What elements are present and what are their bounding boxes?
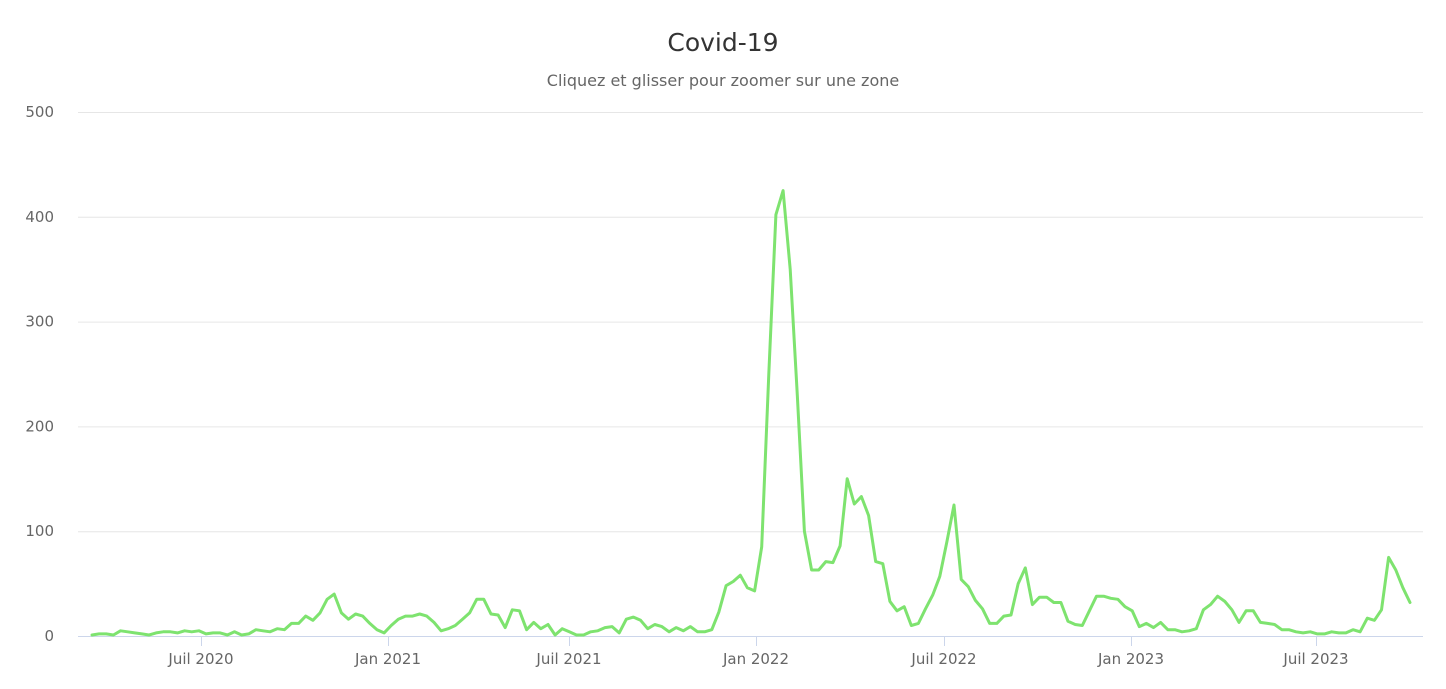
y-axis-labels: 0 100 200 300 400 500 xyxy=(25,103,54,645)
x-tick-label: Jan 2023 xyxy=(1097,650,1164,668)
y-tick-label: 300 xyxy=(25,313,54,331)
chart-title: Covid-19 xyxy=(667,28,779,57)
series-line-covid-19[interactable] xyxy=(90,189,1412,637)
y-tick-label: 200 xyxy=(25,417,54,435)
x-tick-label: Juil 2020 xyxy=(167,650,233,668)
x-tick-label: Juil 2022 xyxy=(910,650,976,668)
x-tick-label: Jan 2021 xyxy=(354,650,421,668)
chart-subtitle: Cliquez et glisser pour zoomer sur une z… xyxy=(546,71,900,90)
y-tick-label: 100 xyxy=(25,522,54,540)
gridlines xyxy=(78,112,1423,533)
x-axis: Juil 2020 Jan 2021 Juil 2021 Jan 2022 Juil 2… xyxy=(78,636,1423,668)
y-tick-label: 500 xyxy=(25,103,54,121)
x-tick-label: Juil 2021 xyxy=(535,650,601,668)
y-tick-label: 400 xyxy=(25,208,54,226)
x-tick-label: Juil 2023 xyxy=(1282,650,1348,668)
x-tick-label: Jan 2022 xyxy=(722,650,789,668)
y-tick-label: 0 xyxy=(44,627,54,645)
